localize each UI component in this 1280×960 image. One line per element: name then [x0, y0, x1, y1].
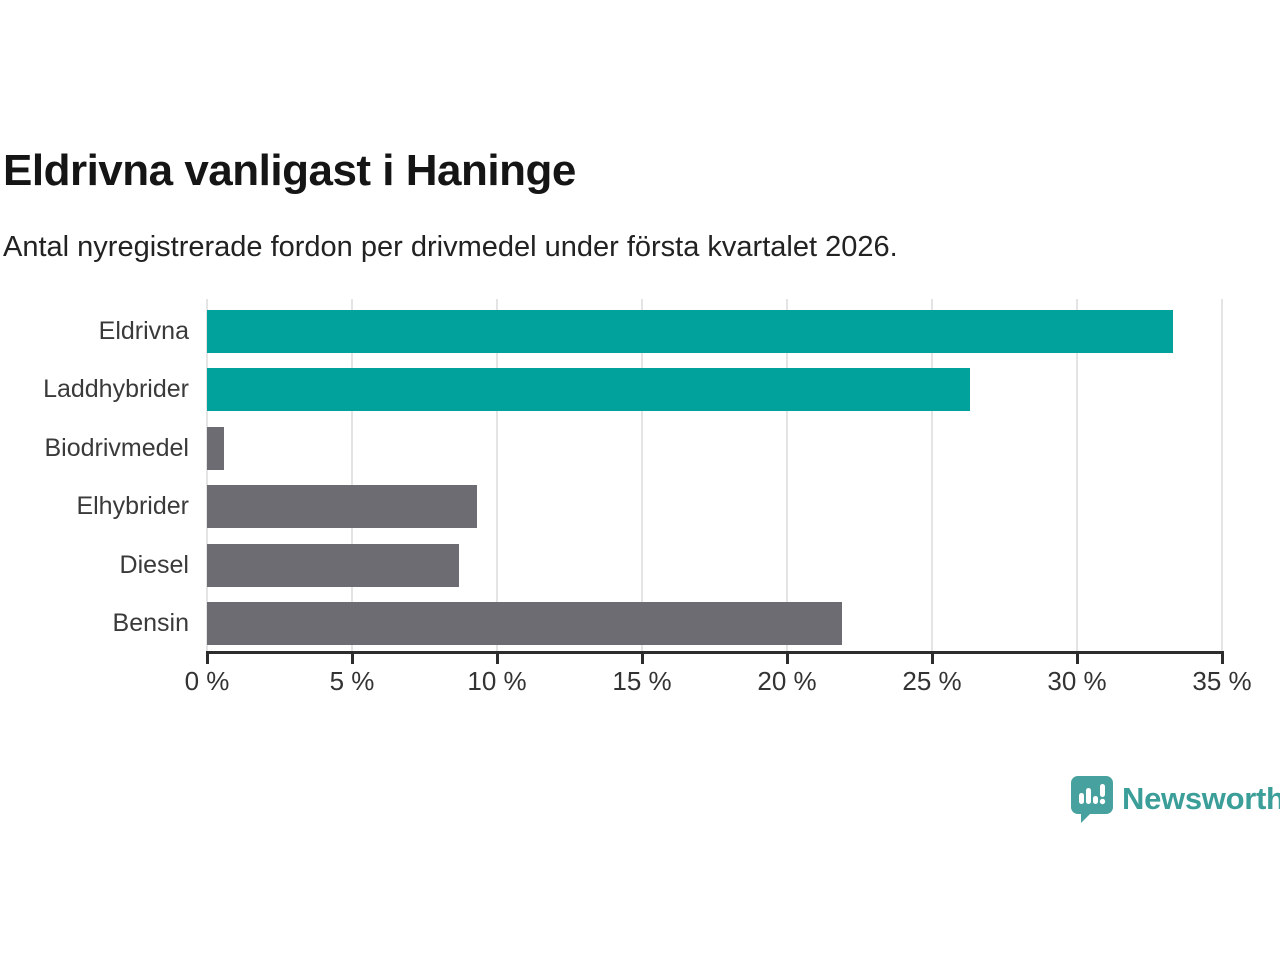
category-label-eldrivna: Eldrivna: [98, 317, 189, 345]
x-axis-tick-label: 15 %: [612, 666, 672, 696]
gridline: [206, 299, 208, 653]
gridline: [931, 299, 933, 653]
x-axis-tick-label: 30 %: [1047, 666, 1107, 696]
x-axis-tick: [786, 654, 789, 664]
gridline: [1221, 299, 1223, 653]
x-axis-tick-label: 35 %: [1192, 666, 1252, 696]
bar-elhybrider: [207, 485, 477, 529]
x-axis-tick-label: 25 %: [902, 666, 962, 696]
category-label-laddhybrider: Laddhybrider: [43, 375, 189, 404]
x-axis-tick: [496, 654, 499, 664]
x-axis-tick: [1076, 654, 1079, 664]
bar-biodrivmedel: [207, 426, 225, 470]
newsworthy-logo: Newsworthy: [1070, 775, 1280, 823]
bar-laddhybrider: [207, 368, 970, 412]
newsworthy-logo-text: Newsworthy: [1122, 781, 1280, 816]
category-label-elhybrider: Elhybrider: [76, 492, 189, 521]
gridline: [786, 299, 788, 653]
x-axis-tick: [351, 654, 354, 664]
plot-area: [206, 299, 1223, 653]
bar-eldrivna: [207, 310, 1173, 353]
x-axis-tick: [641, 654, 644, 664]
gridline: [641, 299, 643, 653]
y-axis-labels: Eldrivna Laddhybrider Biodrivmedel Elhybrid…: [0, 299, 189, 653]
bar-diesel: [207, 543, 460, 587]
gridline: [1076, 299, 1078, 653]
chart-title: Eldrivna vanligast i Haninge: [3, 146, 576, 195]
category-label-bensin: Bensin: [112, 609, 189, 637]
x-axis-tick: [206, 654, 209, 664]
x-axis-tick: [1221, 654, 1224, 664]
bar-bensin: [207, 602, 843, 645]
chart-subtitle: Antal nyregistrerade fordon per drivmede…: [3, 231, 898, 263]
x-axis-tick-label: 10 %: [467, 666, 527, 696]
category-label-diesel: Diesel: [119, 550, 189, 579]
x-axis-tick-label: 5 %: [329, 666, 375, 696]
category-label-biodrivmedel: Biodrivmedel: [44, 433, 189, 462]
x-axis-tick-label: 20 %: [757, 666, 817, 696]
x-axis-tick: [931, 654, 934, 664]
x-axis-line: [206, 651, 1224, 654]
gridline: [496, 299, 498, 653]
x-axis-tick-label: 0 %: [184, 666, 230, 696]
gridline: [351, 299, 353, 653]
newsworthy-speech-bubble-chart-icon: [1070, 775, 1114, 823]
